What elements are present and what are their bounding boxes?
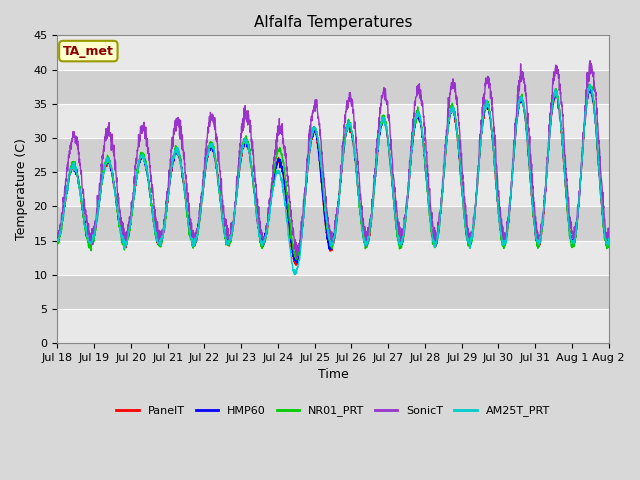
NR01_PRT: [586, 81, 593, 87]
Bar: [58, 70, 609, 104]
NR01_PRT: [499, 244, 507, 250]
AM25T_PRT: [605, 236, 612, 241]
PanelT: [367, 227, 374, 233]
Title: Alfalfa Temperatures: Alfalfa Temperatures: [254, 15, 412, 30]
NR01_PRT: [228, 235, 236, 240]
PanelT: [228, 233, 236, 239]
SonicT: [499, 231, 507, 237]
SonicT: [598, 176, 605, 181]
SonicT: [586, 58, 594, 63]
NR01_PRT: [531, 221, 538, 227]
HMP60: [367, 225, 374, 231]
NR01_PRT: [292, 257, 300, 263]
Bar: [58, 240, 609, 275]
Line: SonicT: SonicT: [58, 60, 609, 258]
AM25T_PRT: [228, 232, 236, 238]
AM25T_PRT: [109, 168, 116, 174]
SonicT: [367, 217, 374, 223]
AM25T_PRT: [531, 221, 538, 227]
Line: PanelT: PanelT: [58, 87, 609, 265]
NR01_PRT: [54, 242, 61, 248]
AM25T_PRT: [367, 223, 374, 228]
AM25T_PRT: [54, 237, 61, 242]
SonicT: [293, 255, 301, 261]
Text: TA_met: TA_met: [63, 45, 114, 58]
Bar: [58, 104, 609, 138]
NR01_PRT: [598, 198, 605, 204]
HMP60: [531, 220, 538, 226]
NR01_PRT: [109, 172, 116, 178]
HMP60: [228, 232, 236, 238]
HMP60: [54, 239, 61, 244]
Line: NR01_PRT: NR01_PRT: [58, 84, 609, 260]
SonicT: [531, 200, 538, 205]
Line: HMP60: HMP60: [58, 86, 609, 263]
HMP60: [605, 236, 612, 242]
HMP60: [598, 197, 605, 203]
Legend: PanelT, HMP60, NR01_PRT, SonicT, AM25T_PRT: PanelT, HMP60, NR01_PRT, SonicT, AM25T_P…: [112, 401, 554, 421]
AM25T_PRT: [598, 197, 605, 203]
Y-axis label: Temperature (C): Temperature (C): [15, 138, 28, 240]
PanelT: [605, 237, 612, 243]
PanelT: [109, 174, 116, 180]
PanelT: [292, 263, 300, 268]
X-axis label: Time: Time: [317, 369, 348, 382]
HMP60: [109, 174, 116, 180]
Bar: [58, 309, 609, 343]
NR01_PRT: [367, 224, 374, 230]
Line: AM25T_PRT: AM25T_PRT: [58, 85, 609, 275]
SonicT: [54, 233, 61, 239]
HMP60: [499, 237, 507, 242]
Bar: [58, 206, 609, 240]
AM25T_PRT: [586, 82, 594, 88]
SonicT: [228, 235, 236, 241]
Bar: [58, 275, 609, 309]
AM25T_PRT: [499, 238, 507, 244]
PanelT: [499, 240, 507, 246]
SonicT: [109, 144, 116, 150]
Bar: [58, 138, 609, 172]
Bar: [58, 172, 609, 206]
PanelT: [598, 200, 605, 205]
PanelT: [586, 84, 593, 90]
AM25T_PRT: [291, 272, 298, 277]
PanelT: [54, 240, 61, 246]
HMP60: [586, 84, 593, 89]
Bar: [58, 36, 609, 70]
SonicT: [605, 230, 612, 236]
HMP60: [293, 260, 301, 265]
NR01_PRT: [605, 241, 612, 247]
PanelT: [531, 222, 538, 228]
